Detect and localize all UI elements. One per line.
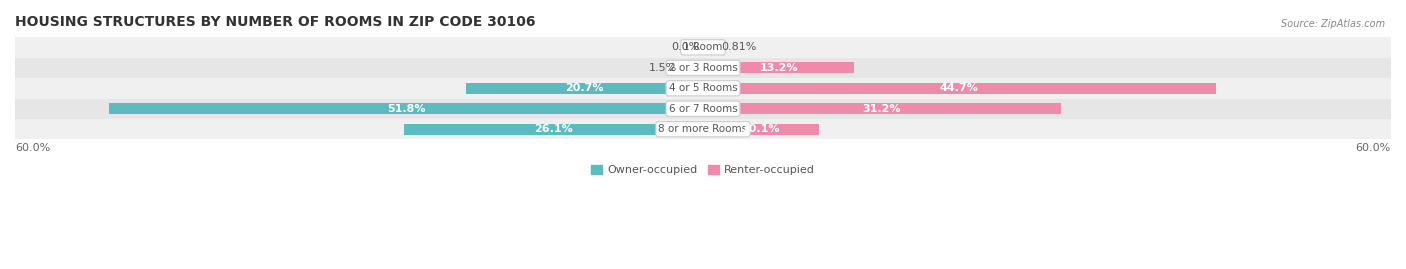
Text: 1.5%: 1.5% (648, 63, 676, 73)
Text: 0.81%: 0.81% (721, 42, 756, 52)
Text: 8 or more Rooms: 8 or more Rooms (658, 124, 748, 134)
Text: 51.8%: 51.8% (387, 104, 425, 114)
Text: Source: ZipAtlas.com: Source: ZipAtlas.com (1281, 19, 1385, 29)
Text: 0.0%: 0.0% (671, 42, 700, 52)
Text: 31.2%: 31.2% (863, 104, 901, 114)
Text: 4 or 5 Rooms: 4 or 5 Rooms (669, 83, 737, 93)
Text: 60.0%: 60.0% (15, 143, 51, 153)
Text: 26.1%: 26.1% (534, 124, 572, 134)
Bar (15, 78, 1391, 98)
Legend: Owner-occupied, Renter-occupied: Owner-occupied, Renter-occupied (586, 161, 820, 180)
Text: HOUSING STRUCTURES BY NUMBER OF ROOMS IN ZIP CODE 30106: HOUSING STRUCTURES BY NUMBER OF ROOMS IN… (15, 15, 536, 29)
Bar (703, 103, 1060, 114)
Bar (703, 42, 713, 53)
Bar (110, 103, 703, 114)
Bar (703, 123, 818, 135)
Text: 20.7%: 20.7% (565, 83, 603, 93)
Bar (15, 58, 1391, 78)
Text: 60.0%: 60.0% (1355, 143, 1391, 153)
Bar (15, 98, 1391, 119)
Bar (703, 62, 855, 73)
Text: 6 or 7 Rooms: 6 or 7 Rooms (669, 104, 737, 114)
Text: 44.7%: 44.7% (939, 83, 979, 93)
Text: 2 or 3 Rooms: 2 or 3 Rooms (669, 63, 737, 73)
Bar (465, 83, 703, 94)
Text: 10.1%: 10.1% (741, 124, 780, 134)
Text: 13.2%: 13.2% (759, 63, 799, 73)
Bar (686, 62, 703, 73)
Bar (404, 123, 703, 135)
Bar (15, 119, 1391, 139)
Bar (15, 37, 1391, 58)
Bar (703, 83, 1216, 94)
Text: 1 Room: 1 Room (683, 42, 723, 52)
